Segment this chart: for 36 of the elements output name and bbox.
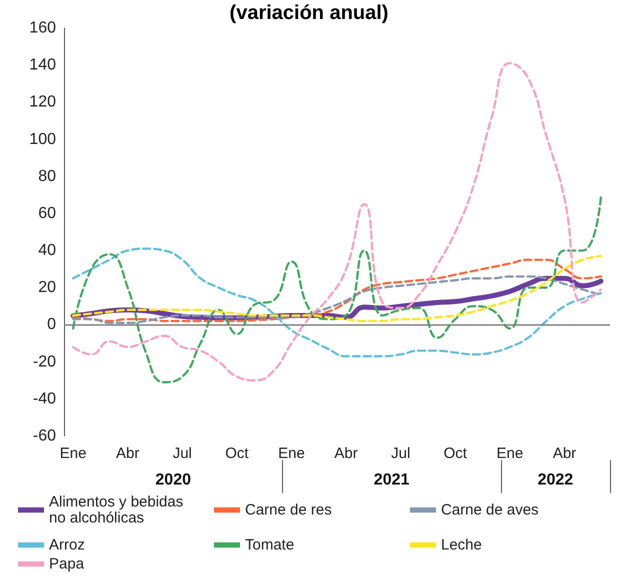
legend-label: Leche [441, 536, 482, 554]
x-tick-label: Oct [444, 445, 468, 462]
y-tick-label: 20 [38, 279, 56, 296]
x-tick-label: Abr [334, 445, 358, 462]
x-tick-label: Jul [391, 445, 410, 462]
y-tick-label: 120 [29, 94, 56, 111]
text: 2021 [374, 472, 410, 488]
y-tick-label: 60 [38, 204, 56, 222]
x-tick-label: Jul [172, 445, 192, 462]
line-series [72, 62, 602, 382]
legend-label: Carne de res [245, 502, 332, 518]
x-tick-label: Abr [116, 445, 140, 462]
legend-label: Alimentos y bebidas no alcohólicas [49, 494, 188, 526]
line-series [72, 196, 602, 384]
legend-label: Carne de aves [441, 502, 539, 518]
y-tick-label: 100 [29, 130, 56, 148]
y-tick-label: 160 [29, 20, 56, 36]
y-tick-label: 0 [47, 316, 56, 334]
x-tick-label: Oct [225, 445, 250, 462]
x-tick-label: Ene [60, 445, 86, 462]
legend-label: Tomate [245, 536, 294, 554]
y-tick-label: -20 [32, 353, 56, 370]
legend-label: Papa [49, 556, 85, 572]
text: 2022 [538, 472, 574, 488]
y-tick-label: 40 [38, 242, 56, 260]
y-tick-label: -40 [32, 390, 56, 408]
text: 2020 [155, 472, 192, 488]
x-tick-label: Ene [496, 445, 524, 462]
y-tick-label: -60 [32, 428, 56, 444]
x-tick-label: Ene [278, 445, 305, 462]
chart-title: (variación anual) [230, 2, 388, 24]
x-tick-label: Abr [552, 445, 576, 462]
y-tick-label: 140 [29, 56, 56, 74]
y-tick-label: 80 [38, 168, 56, 185]
legend-label: Arroz [49, 536, 85, 554]
line-series [72, 248, 602, 358]
